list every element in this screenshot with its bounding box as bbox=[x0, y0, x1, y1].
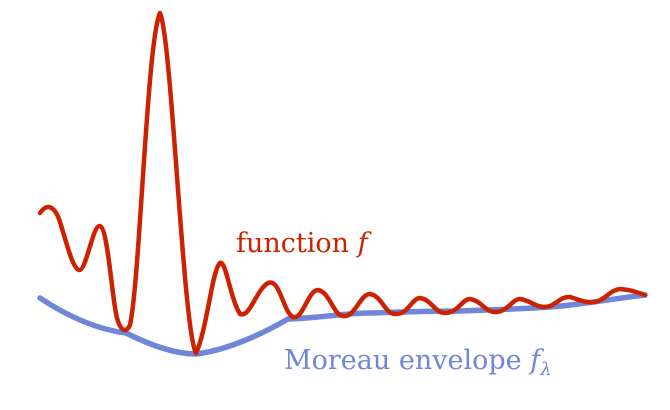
function-label: function f bbox=[236, 228, 368, 259]
envelope-label-text: Moreau envelope bbox=[284, 345, 531, 376]
envelope-subscript: λ bbox=[540, 359, 552, 380]
function-label-text: function bbox=[236, 228, 358, 259]
moreau-envelope-label: Moreau envelope fλ bbox=[284, 345, 552, 380]
envelope-symbol: f bbox=[530, 345, 541, 376]
function-f-curve bbox=[37, 10, 648, 356]
function-symbol: f bbox=[357, 228, 368, 259]
